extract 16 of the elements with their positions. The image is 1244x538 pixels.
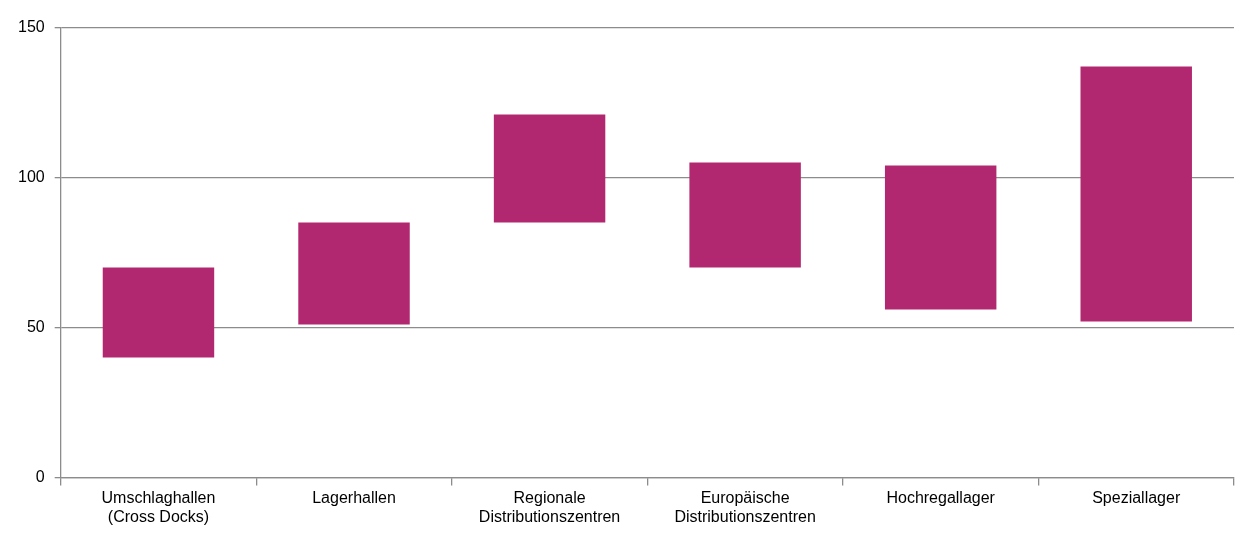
y-tick-label: 0 <box>35 468 45 486</box>
bar <box>493 114 606 223</box>
bar <box>102 267 215 358</box>
bar <box>1080 66 1192 322</box>
y-tick-label: 150 <box>17 18 45 36</box>
x-tick-label: Speziallager <box>1092 488 1181 506</box>
x-tick-label: Europäische Distributionszentren <box>674 488 816 525</box>
bar <box>298 222 410 325</box>
y-tick-label: 100 <box>17 168 45 186</box>
x-tick-label: Regionale Distributionszentren <box>478 488 621 525</box>
x-tick-label: Umschlaghallen (Cross Docks) <box>101 488 216 525</box>
bar <box>884 165 997 310</box>
y-tick-label: 50 <box>26 318 45 336</box>
bar <box>689 162 801 268</box>
x-tick-label: Hochregallager <box>886 488 996 506</box>
x-tick-label: Lagerhallen <box>312 488 396 506</box>
